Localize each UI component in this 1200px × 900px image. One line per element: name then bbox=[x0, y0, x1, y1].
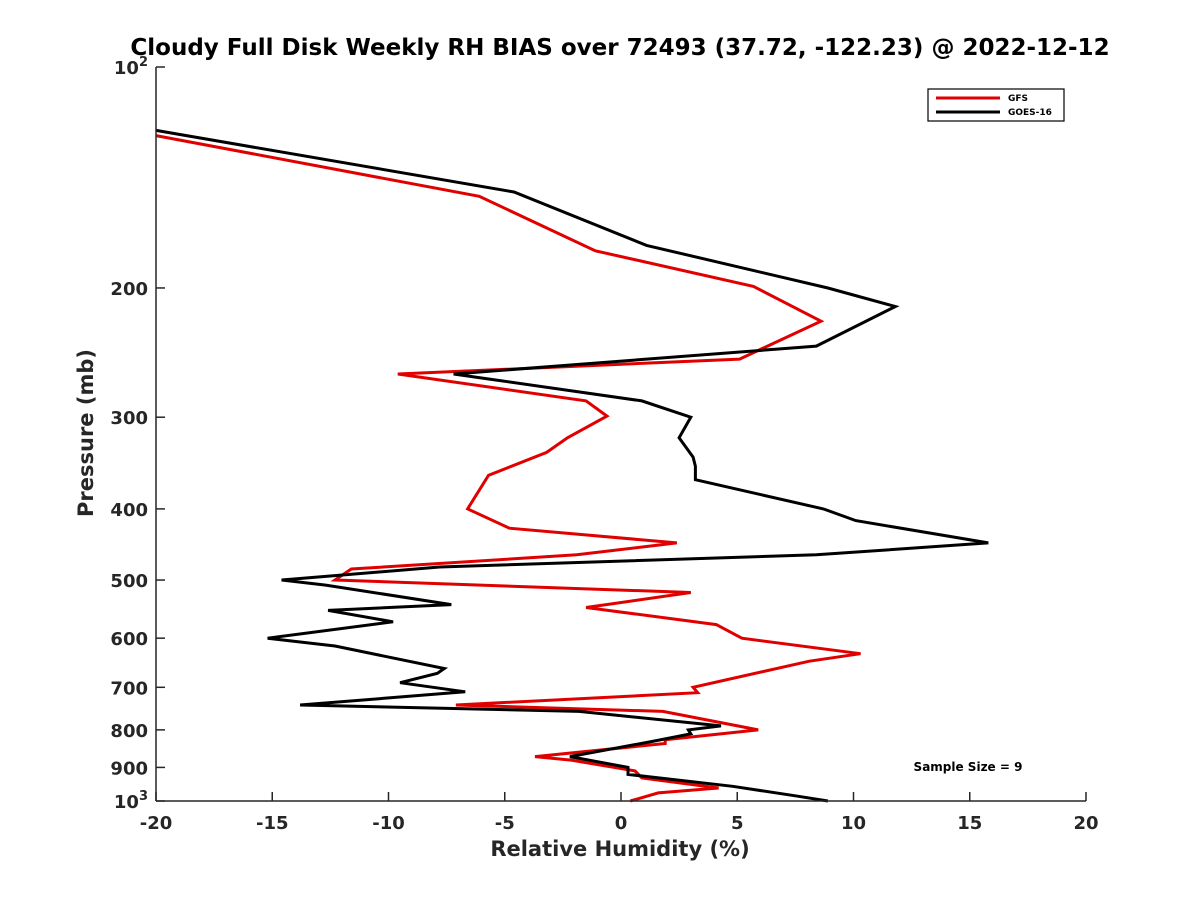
sample-size-annotation: Sample Size = 9 bbox=[914, 760, 1023, 774]
y-axis-label: Pressure (mb) bbox=[74, 349, 98, 517]
x-axis-ticks: -20 -15 -10 -5 0 5 10 15 20 bbox=[140, 792, 1099, 834]
x-tick-label: 5 bbox=[731, 813, 744, 834]
x-tick-label: -20 bbox=[140, 813, 173, 834]
chart-title: Cloudy Full Disk Weekly RH BIAS over 724… bbox=[130, 35, 1109, 61]
legend-label: GFS bbox=[1008, 94, 1028, 104]
series-line-goes-16 bbox=[155, 128, 989, 803]
y-tick-label: 102 bbox=[114, 55, 148, 79]
x-tick-label: 15 bbox=[957, 813, 982, 834]
legend-box bbox=[927, 88, 1065, 122]
series-layer bbox=[155, 128, 989, 803]
legend: GFS GOES-16 bbox=[927, 88, 1065, 122]
x-tick-label: -5 bbox=[495, 813, 515, 834]
y-tick-label: 900 bbox=[110, 758, 148, 779]
legend-label: GOES-16 bbox=[1008, 108, 1052, 118]
x-tick-label: -10 bbox=[372, 813, 405, 834]
x-tick-label: 20 bbox=[1073, 813, 1098, 834]
y-tick-label: 300 bbox=[110, 408, 148, 429]
x-tick-label: -15 bbox=[256, 813, 289, 834]
y-tick-label: 200 bbox=[110, 279, 148, 300]
y-tick-label: 103 bbox=[114, 789, 148, 813]
y-tick-label: 700 bbox=[110, 678, 148, 699]
y-tick-label: 400 bbox=[110, 500, 148, 521]
y-tick-label: 600 bbox=[110, 629, 148, 650]
y-axis-ticks: 102 200 300 400 500 600 700 800 900 103 bbox=[110, 55, 165, 813]
x-axis-label: Relative Humidity (%) bbox=[490, 837, 749, 861]
series-line-gfs bbox=[155, 134, 861, 803]
y-tick-label: 500 bbox=[110, 571, 148, 592]
y-tick-label: 800 bbox=[110, 721, 148, 742]
x-tick-label: 10 bbox=[841, 813, 866, 834]
x-tick-label: 0 bbox=[615, 813, 628, 834]
